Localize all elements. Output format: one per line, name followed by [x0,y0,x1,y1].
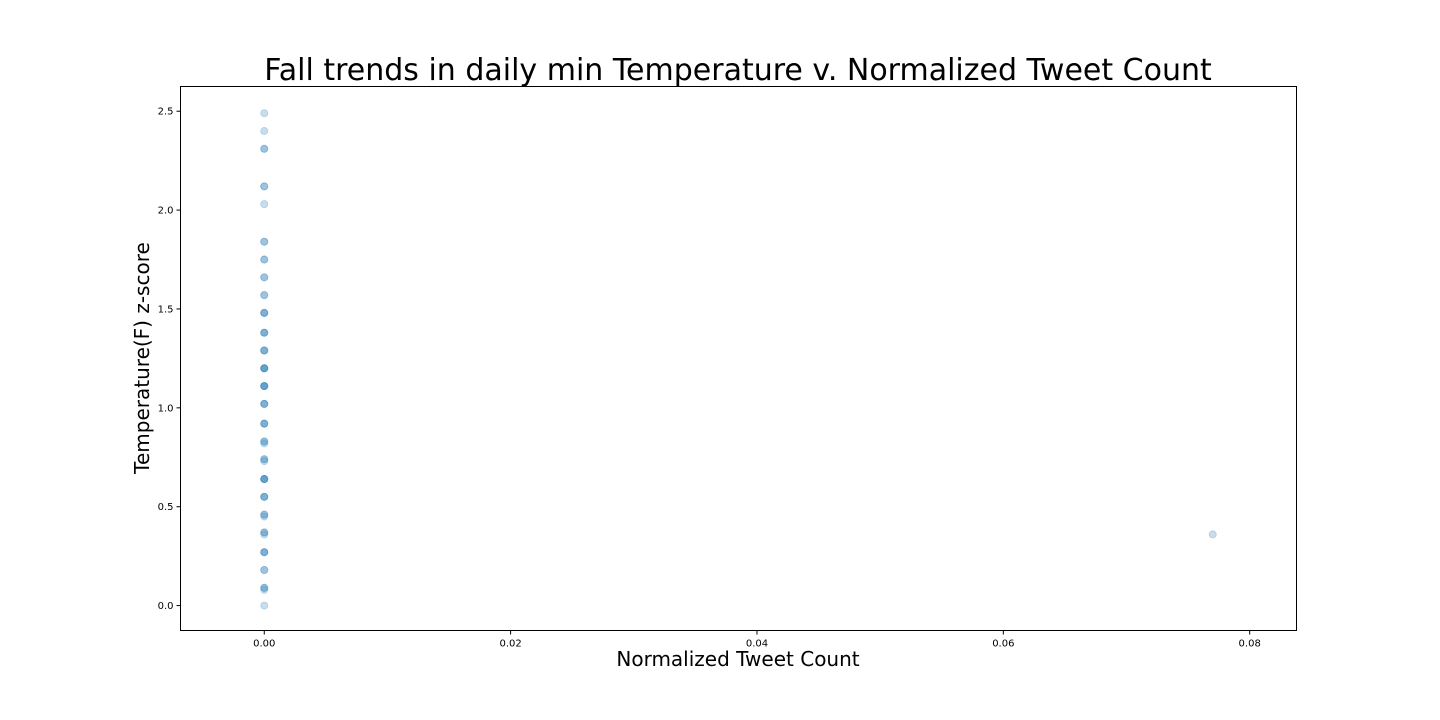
scatter-point [260,565,269,574]
scatter-point [260,364,269,373]
scatter-point [260,492,269,501]
scatter-point [260,419,269,428]
scatter-point [260,399,269,408]
scatter-point [260,109,269,118]
y-axis-label: Temperature(F) z-score [130,242,154,475]
scatter-point [260,382,269,391]
scatter-point [260,237,269,246]
scatter-point [260,528,269,537]
scatter-point [260,273,269,282]
scatter-point [260,583,269,592]
scatter-point [260,144,269,153]
scatter-point [260,291,269,300]
scatter-point [260,475,269,484]
scatter-point [260,530,269,539]
scatter-point [260,328,269,337]
y-axis: 0.0 0.5 1.0 1.5 2.0 2.5 [158,107,181,612]
x-axis-label: Normalized Tweet Count [616,647,859,671]
scatter-point [260,200,269,209]
y-tick-label: 1.5 [158,304,174,315]
scatter-point [260,437,269,446]
scatter-point [260,255,269,264]
scatter-point [260,437,269,446]
scatter-point [260,475,269,484]
scatter-point [260,182,269,191]
y-tick-label: 1.0 [158,403,174,414]
y-tick-label: 0.0 [158,601,174,612]
plot-area [180,86,1297,631]
scatter-point [260,492,269,501]
scatter-point [260,492,269,501]
scatter-points [260,109,1217,610]
scatter-point [260,399,269,408]
scatter-point [260,346,269,355]
scatter-point [260,455,269,464]
scatter-point [260,308,269,317]
scatter-point [260,382,269,391]
y-tick-label: 0.5 [158,502,174,513]
scatter-point [260,548,269,557]
scatter-point [260,237,269,246]
scatter-point [260,328,269,337]
scatter-point [260,528,269,537]
scatter-point [260,364,269,373]
scatter-point [260,565,269,574]
scatter-point [260,439,269,448]
scatter-point [260,308,269,317]
scatter-point [260,457,269,466]
scatter-point [260,510,269,519]
x-tick-label: 0.00 [253,639,275,650]
x-tick-label: 0.02 [499,639,521,650]
scatter-point [260,601,269,610]
scatter-point [260,475,269,484]
x-tick-label: 0.08 [1239,639,1261,650]
scatter-point [260,291,269,300]
x-tick-label: 0.04 [746,639,768,650]
scatter-point [260,273,269,282]
scatter-point [260,419,269,428]
scatter-point [260,346,269,355]
scatter-point [260,346,269,355]
scatter-point [260,182,269,191]
x-axis: 0.00 0.02 0.04 0.06 0.08 [253,630,1261,650]
scatter-point [260,364,269,373]
scatter-point [260,126,269,135]
scatter-point [260,144,269,153]
scatter-point [260,548,269,557]
scatter-point [260,382,269,391]
scatter-point [260,255,269,264]
y-tick-label: 2.5 [158,107,174,118]
scatter-point [260,548,269,557]
scatter-point [260,512,269,521]
scatter-point [260,583,269,592]
scatter-point [260,585,269,594]
scatter-point [260,328,269,337]
x-tick-label: 0.06 [992,639,1014,650]
scatter-point [260,382,269,391]
chart-title: Fall trends in daily min Temperature v. … [264,53,1212,88]
scatter-point [260,419,269,428]
scatter-point [260,455,269,464]
scatter-point [260,475,269,484]
scatter-point [260,510,269,519]
scatter-point [1208,530,1217,539]
scatter-point [260,364,269,373]
scatter-point [260,308,269,317]
y-tick-label: 2.0 [158,206,174,217]
scatter-point [260,399,269,408]
